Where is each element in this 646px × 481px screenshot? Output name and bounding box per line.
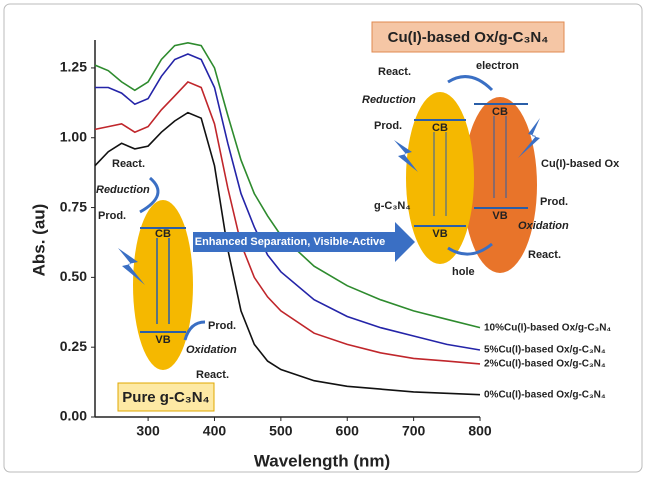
label: CB bbox=[432, 122, 448, 134]
x-tick-label: 800 bbox=[468, 423, 492, 439]
y-tick-label: 0.50 bbox=[60, 268, 87, 284]
label: Cu(I)-based Ox bbox=[541, 158, 620, 170]
x-tick-label: 600 bbox=[336, 423, 360, 439]
label: g-C₃N₄ bbox=[374, 200, 411, 212]
y-tick-label: 1.25 bbox=[60, 59, 87, 75]
label: React. bbox=[196, 369, 229, 381]
label: Prod. bbox=[540, 196, 568, 208]
x-axis-label: Wavelength (nm) bbox=[254, 451, 390, 470]
y-tick-label: 0.00 bbox=[60, 408, 87, 424]
arrow-label: Enhanced Separation, Visible-Active bbox=[195, 236, 386, 248]
x-tick-label: 700 bbox=[402, 423, 426, 439]
label: VB bbox=[155, 334, 170, 346]
label: React. bbox=[112, 158, 145, 170]
label: electron bbox=[476, 60, 519, 72]
label: VB bbox=[492, 210, 507, 222]
label: Prod. bbox=[374, 120, 402, 132]
label: React. bbox=[378, 66, 411, 78]
label: CB bbox=[155, 228, 171, 240]
label: Oxidation bbox=[518, 220, 569, 232]
x-tick-label: 500 bbox=[269, 423, 293, 439]
legend-label: 2%Cu(I)-based Ox/g-C₃N₄ bbox=[484, 359, 606, 370]
y-axis-label: Abs. (au) bbox=[29, 204, 48, 277]
label: React. bbox=[528, 249, 561, 261]
label: CB bbox=[492, 106, 508, 118]
label: Prod. bbox=[98, 210, 126, 222]
legend-label: 0%Cu(I)-based Ox/g-C₃N₄ bbox=[484, 389, 606, 400]
chart: Wavelength (nm) Abs. (au) 0.00 0.25 0.50 0.… bbox=[0, 0, 646, 476]
y-tick-label: 0.25 bbox=[60, 338, 87, 354]
diagram-title: Cu(I)-based Ox/g-C₃N₄ bbox=[388, 29, 549, 46]
y-tick-label: 1.00 bbox=[60, 128, 87, 144]
x-tick-label: 400 bbox=[203, 423, 227, 439]
x-tick-label: 300 bbox=[136, 423, 160, 439]
legend-label: 10%Cu(I)-based Ox/g-C₃N₄ bbox=[484, 322, 611, 333]
label: Reduction bbox=[96, 184, 150, 196]
y-tick-label: 0.75 bbox=[60, 198, 87, 214]
label: VB bbox=[432, 228, 447, 240]
legend-label: 5%Cu(I)-based Ox/g-C₃N₄ bbox=[484, 345, 606, 356]
diagram-title: Pure g-C₃N₄ bbox=[122, 389, 209, 406]
label: hole bbox=[452, 266, 475, 278]
label: Oxidation bbox=[186, 344, 237, 356]
semiconductor bbox=[463, 97, 537, 273]
label: Reduction bbox=[362, 94, 416, 106]
label: Prod. bbox=[208, 320, 236, 332]
